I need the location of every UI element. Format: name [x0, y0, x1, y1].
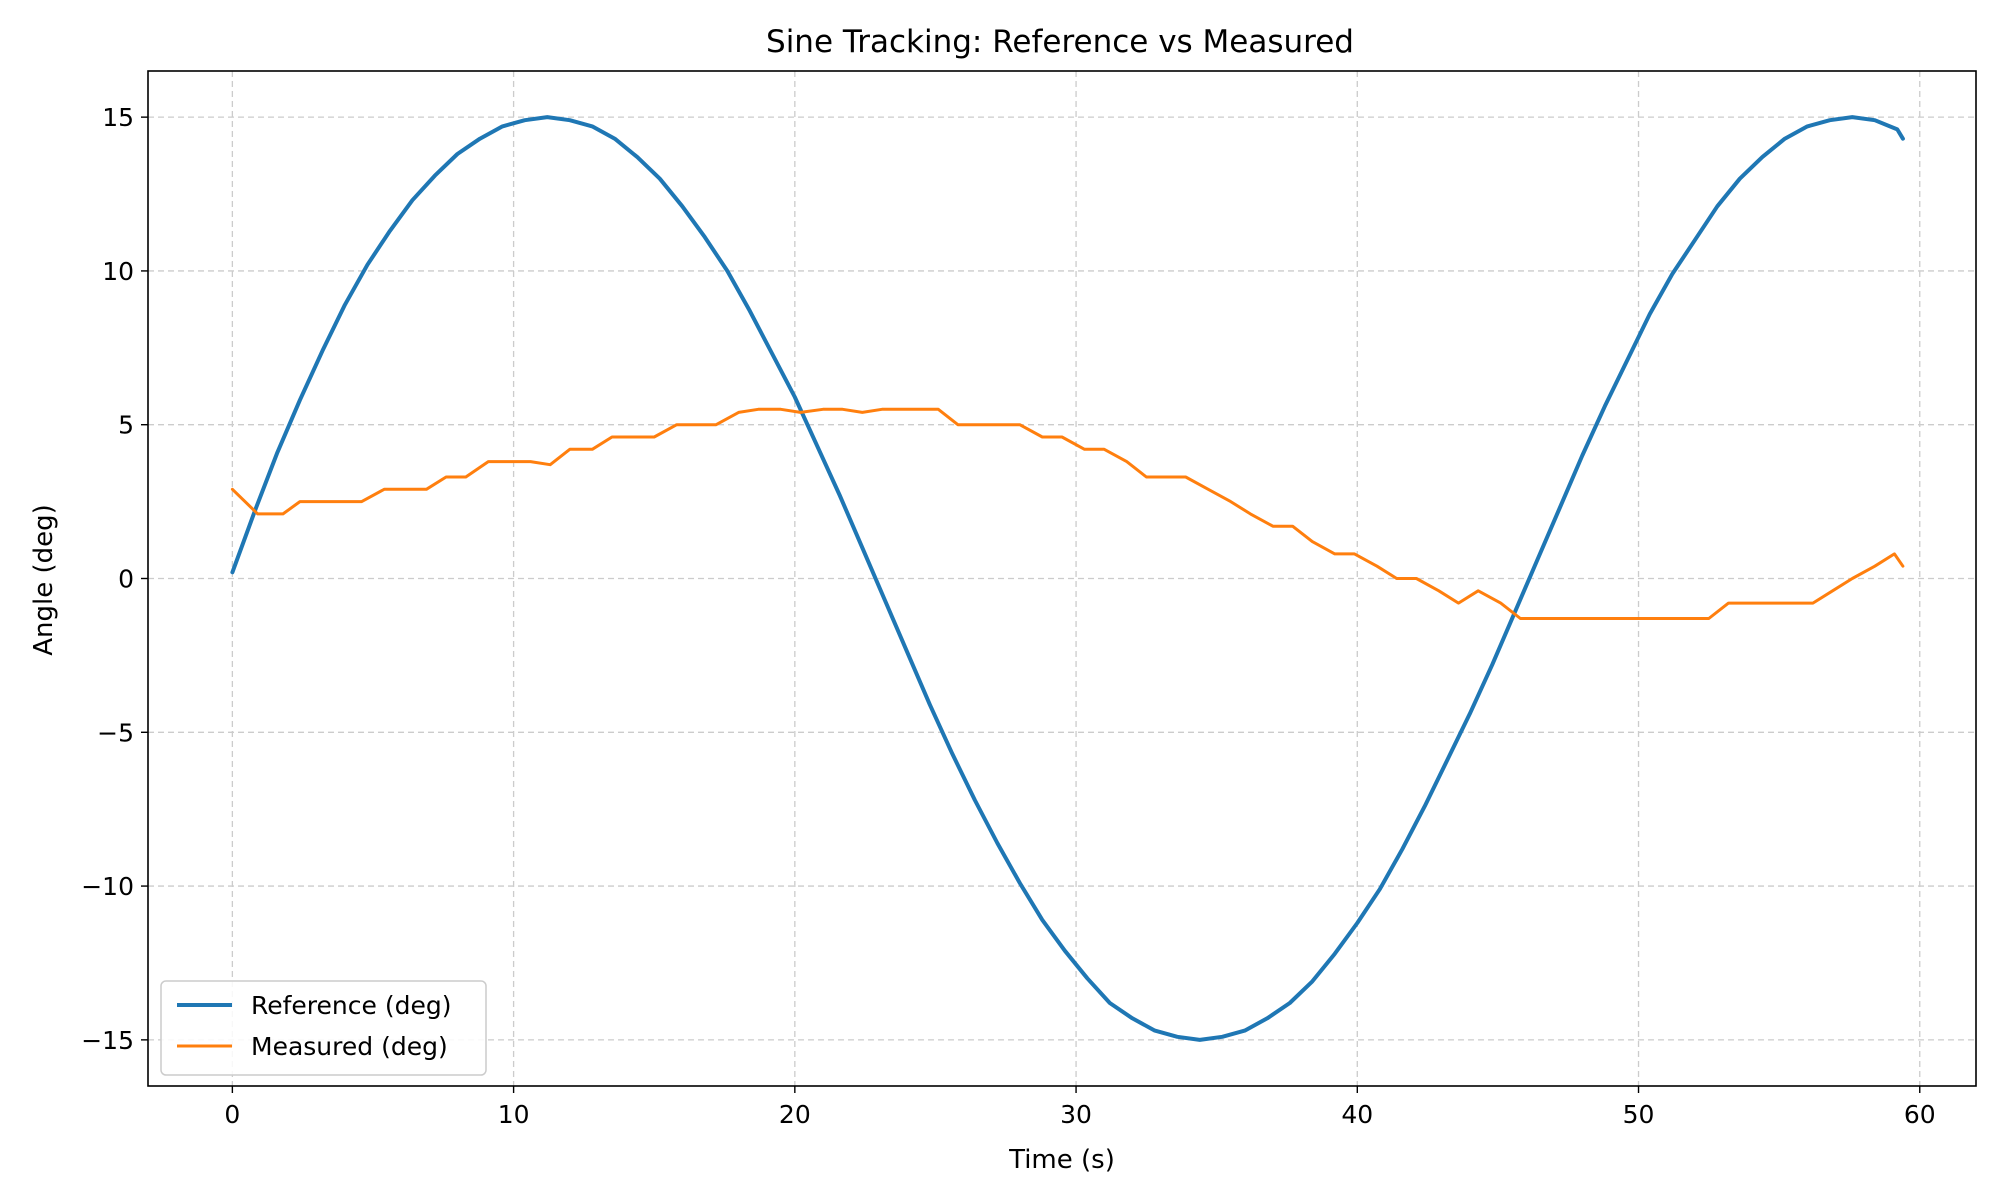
x-tick-label: 10	[498, 1100, 530, 1129]
y-tick-label: 10	[102, 257, 134, 286]
x-axis-ticks: 0 10 20 30 40 50 60	[224, 1086, 1936, 1129]
x-tick-label: 30	[1060, 1100, 1092, 1129]
y-tick-label: −15	[81, 1026, 134, 1055]
chart-title: Sine Tracking: Reference vs Measured	[766, 24, 1354, 60]
grid	[148, 71, 1976, 1086]
x-tick-label: 50	[1623, 1100, 1655, 1129]
x-axis-title: Time (s)	[1008, 1145, 1115, 1175]
y-tick-label: 5	[118, 411, 134, 440]
x-tick-label: 20	[779, 1100, 811, 1129]
legend-label-measured: Measured (deg)	[251, 1032, 448, 1061]
y-tick-label: −10	[81, 872, 134, 901]
y-tick-label: 0	[118, 565, 134, 594]
y-tick-label: 15	[102, 103, 134, 132]
series-lines	[230, 115, 1905, 1042]
y-axis-title: Angle (deg)	[29, 504, 59, 656]
legend-label-reference: Reference (deg)	[251, 991, 451, 1020]
reference-series-line	[230, 115, 1905, 1042]
x-tick-label: 60	[1904, 1100, 1936, 1129]
legend: Reference (deg) Measured (deg)	[160, 980, 487, 1076]
x-tick-label: 0	[224, 1100, 240, 1129]
x-tick-label: 40	[1341, 1100, 1373, 1129]
legend-box	[160, 980, 487, 1076]
measured-series-line	[230, 407, 1905, 620]
y-axis-ticks: −15 −10 −5 0 5 10 15	[81, 103, 148, 1055]
y-tick-label: −5	[97, 718, 134, 747]
